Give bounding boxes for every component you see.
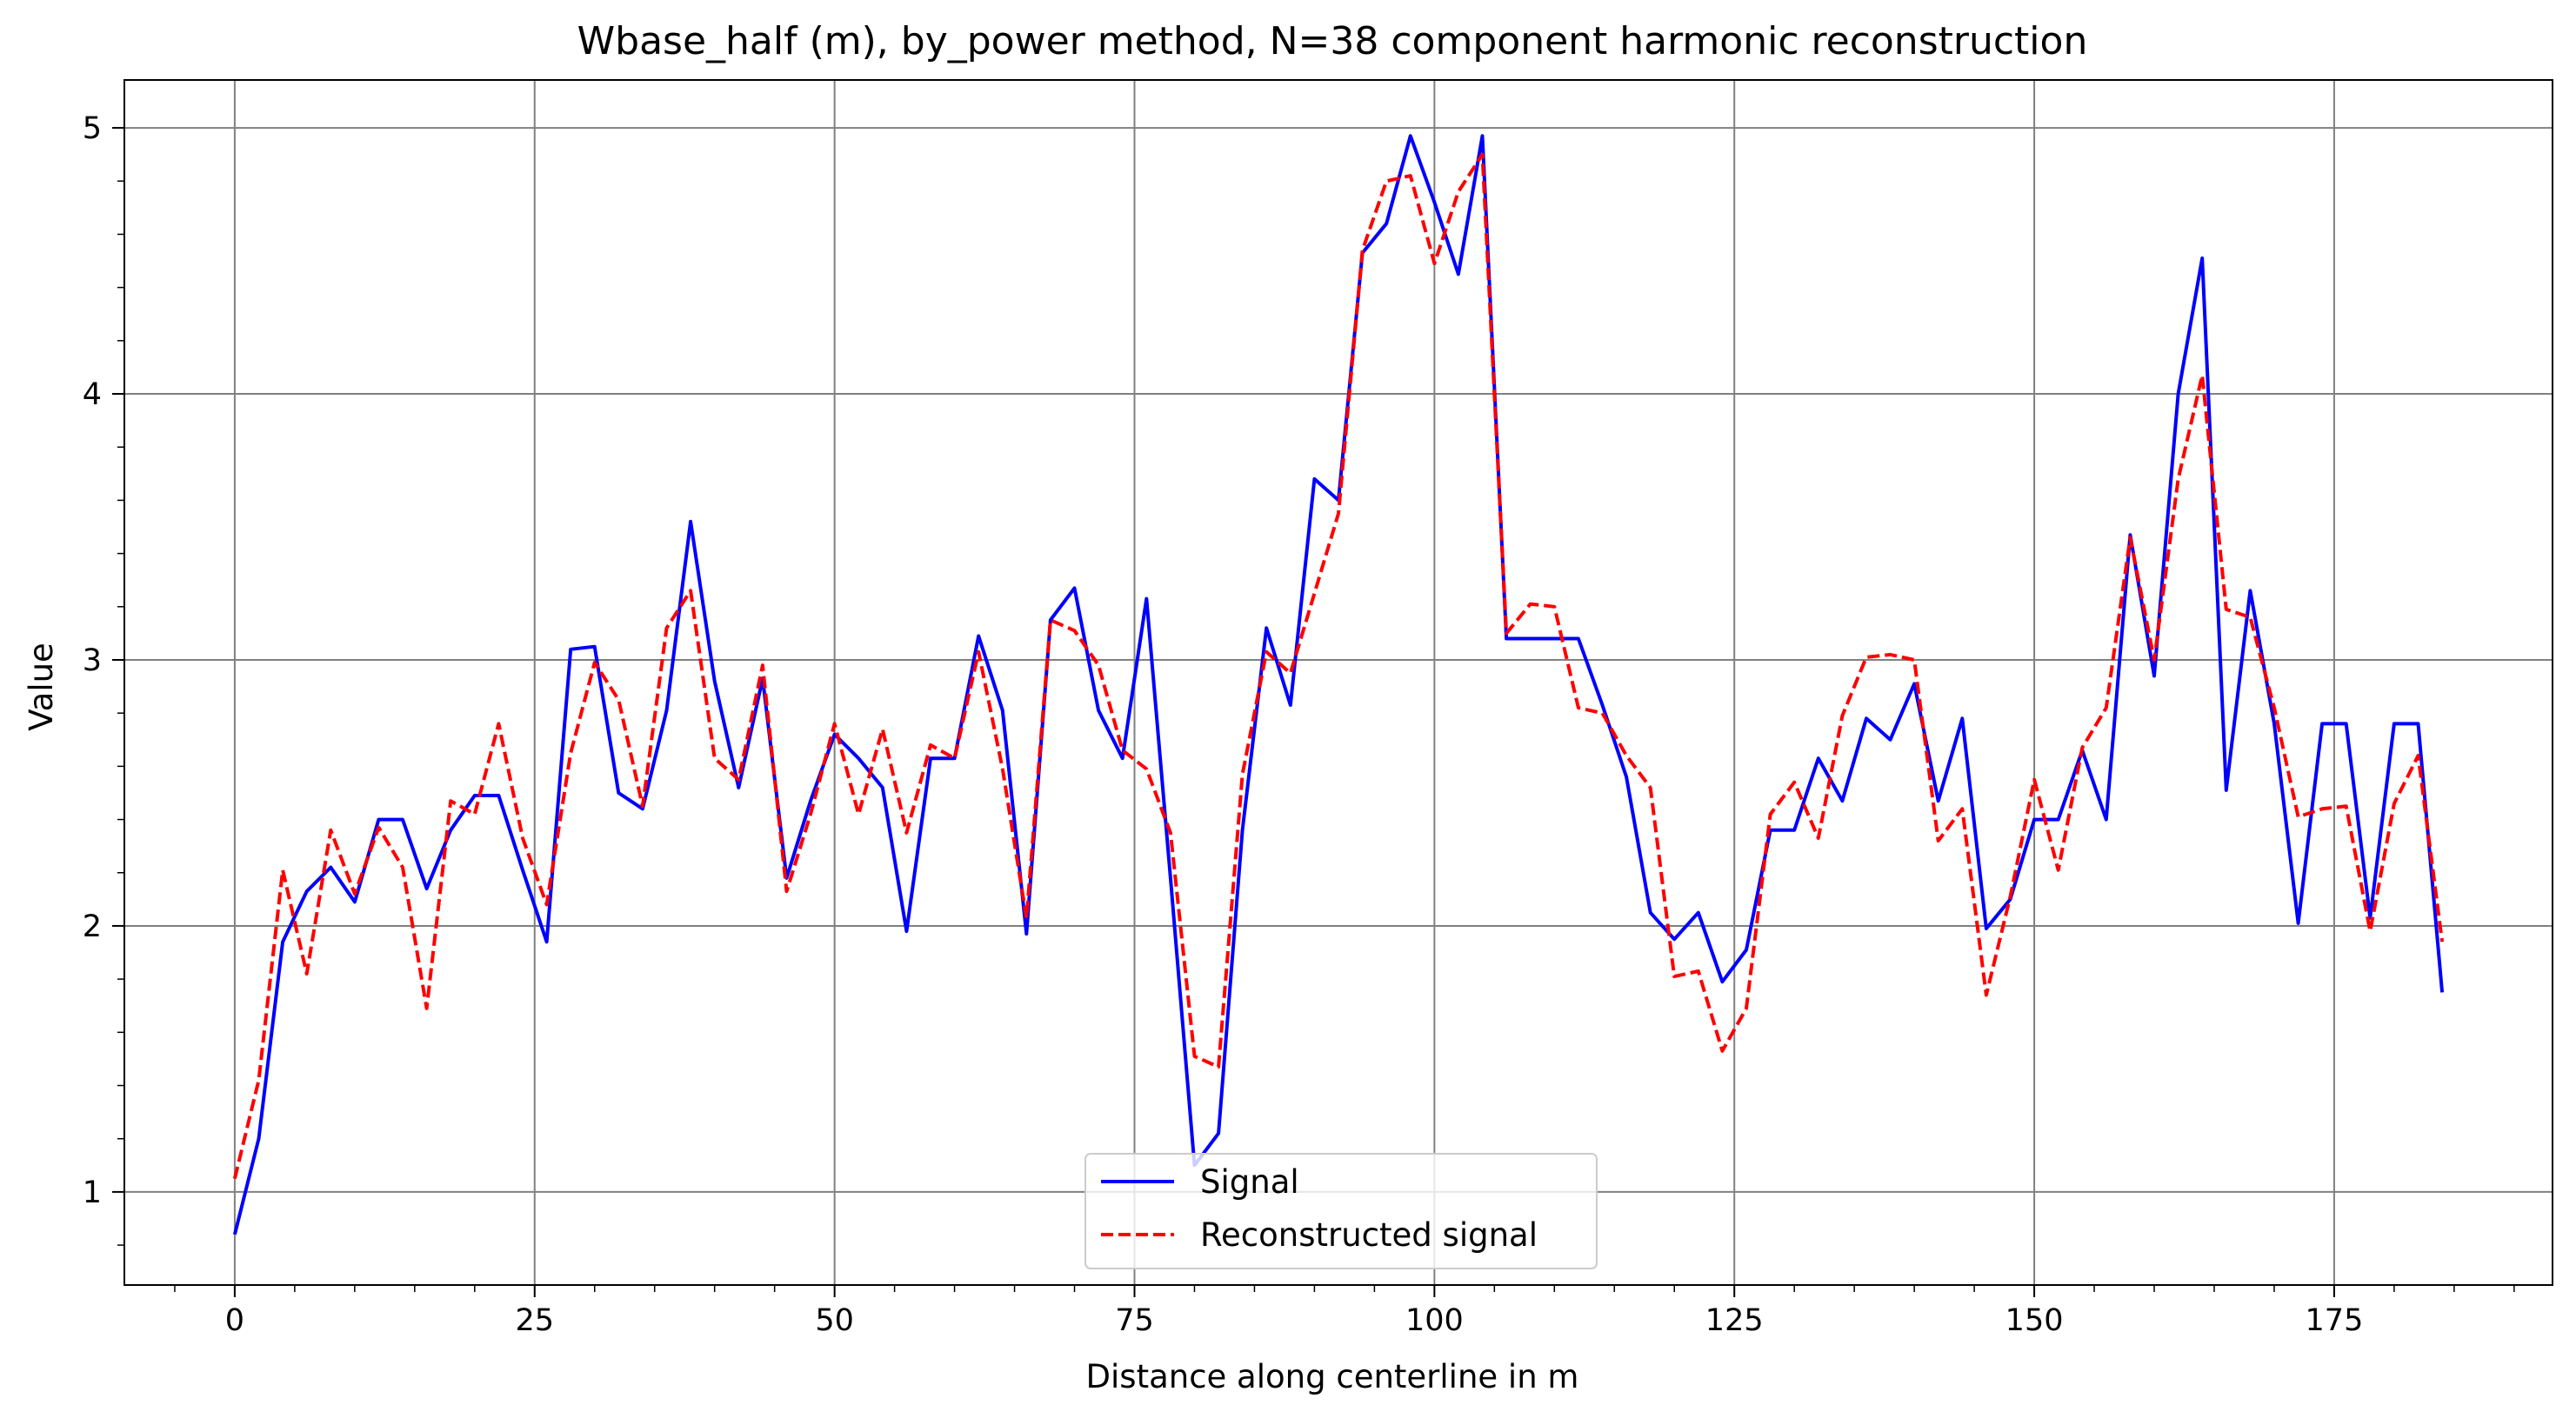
legend: Signal Reconstructed signal xyxy=(1084,1153,1598,1269)
x-tick-label: 75 xyxy=(1115,1303,1154,1338)
series-line-reconstructed xyxy=(232,152,2445,1180)
legend-label-signal: Signal xyxy=(1200,1163,1299,1201)
x-tick-label: 150 xyxy=(2005,1303,2064,1338)
legend-label-reconstructed: Reconstructed signal xyxy=(1200,1216,1538,1254)
ticks: 0 25 50 75 100 125 150 175 1 2 3 4 5 xyxy=(83,111,2515,1338)
y-tick-label: 4 xyxy=(83,377,102,412)
x-tick-label: 100 xyxy=(1405,1303,1464,1338)
x-tick-label: 25 xyxy=(515,1303,554,1338)
y-tick-label: 5 xyxy=(83,111,102,146)
plot-frame xyxy=(123,79,2553,1286)
grid xyxy=(124,80,2553,1285)
series-lines xyxy=(232,134,2445,1235)
x-axis-label: Distance along centerline in m xyxy=(1086,1358,1579,1395)
chart-title: Wbase_half (m), by_power method, N=38 co… xyxy=(577,19,2088,63)
x-tick-label: 0 xyxy=(225,1303,244,1338)
legend-box xyxy=(1084,1153,1598,1269)
x-tick-label: 125 xyxy=(1705,1303,1764,1338)
y-axis-label: Value xyxy=(23,643,60,731)
y-tick-label: 3 xyxy=(83,643,102,678)
y-tick-label: 2 xyxy=(83,909,102,944)
x-tick-label: 175 xyxy=(2306,1303,2364,1338)
x-tick-label: 50 xyxy=(815,1303,854,1338)
y-tick-label: 1 xyxy=(83,1175,102,1210)
